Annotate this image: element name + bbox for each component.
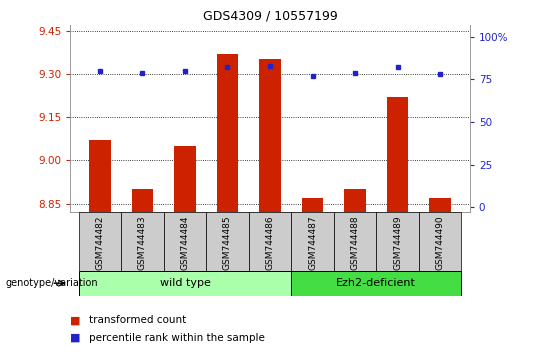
Bar (89, 140, 111, 212)
Text: GSM744483: GSM744483 (138, 215, 147, 270)
Bar (419, 212, 461, 271)
Title: GDS4309 / 10557199: GDS4309 / 10557199 (202, 9, 338, 22)
Bar (174, 146, 195, 212)
Bar (259, 59, 281, 212)
Bar (334, 212, 376, 271)
Text: percentile rank within the sample: percentile rank within the sample (89, 333, 265, 343)
Bar (429, 198, 451, 212)
Bar (387, 97, 408, 212)
Text: transformed count: transformed count (89, 315, 186, 325)
Text: Ezh2-deficient: Ezh2-deficient (336, 278, 416, 288)
Text: GSM744489: GSM744489 (393, 215, 402, 270)
Bar (79, 212, 121, 271)
Text: GSM744486: GSM744486 (266, 215, 274, 270)
Text: GSM744488: GSM744488 (350, 215, 360, 270)
Text: GSM744485: GSM744485 (223, 215, 232, 270)
Text: ■: ■ (70, 315, 80, 325)
Text: genotype/variation: genotype/variation (5, 278, 98, 288)
Text: GSM744490: GSM744490 (436, 215, 444, 270)
Bar (132, 189, 153, 212)
Bar (79, 271, 291, 296)
Text: GSM744484: GSM744484 (180, 215, 190, 270)
Bar (291, 271, 461, 296)
Bar (345, 189, 366, 212)
Bar (164, 212, 206, 271)
Bar (121, 212, 164, 271)
Bar (291, 212, 334, 271)
Text: GSM744482: GSM744482 (96, 215, 104, 270)
Bar (249, 212, 291, 271)
Text: wild type: wild type (159, 278, 211, 288)
Bar (302, 198, 323, 212)
Bar (206, 212, 249, 271)
Bar (376, 212, 419, 271)
Text: GSM744487: GSM744487 (308, 215, 317, 270)
Bar (217, 54, 238, 212)
Text: ■: ■ (70, 333, 80, 343)
